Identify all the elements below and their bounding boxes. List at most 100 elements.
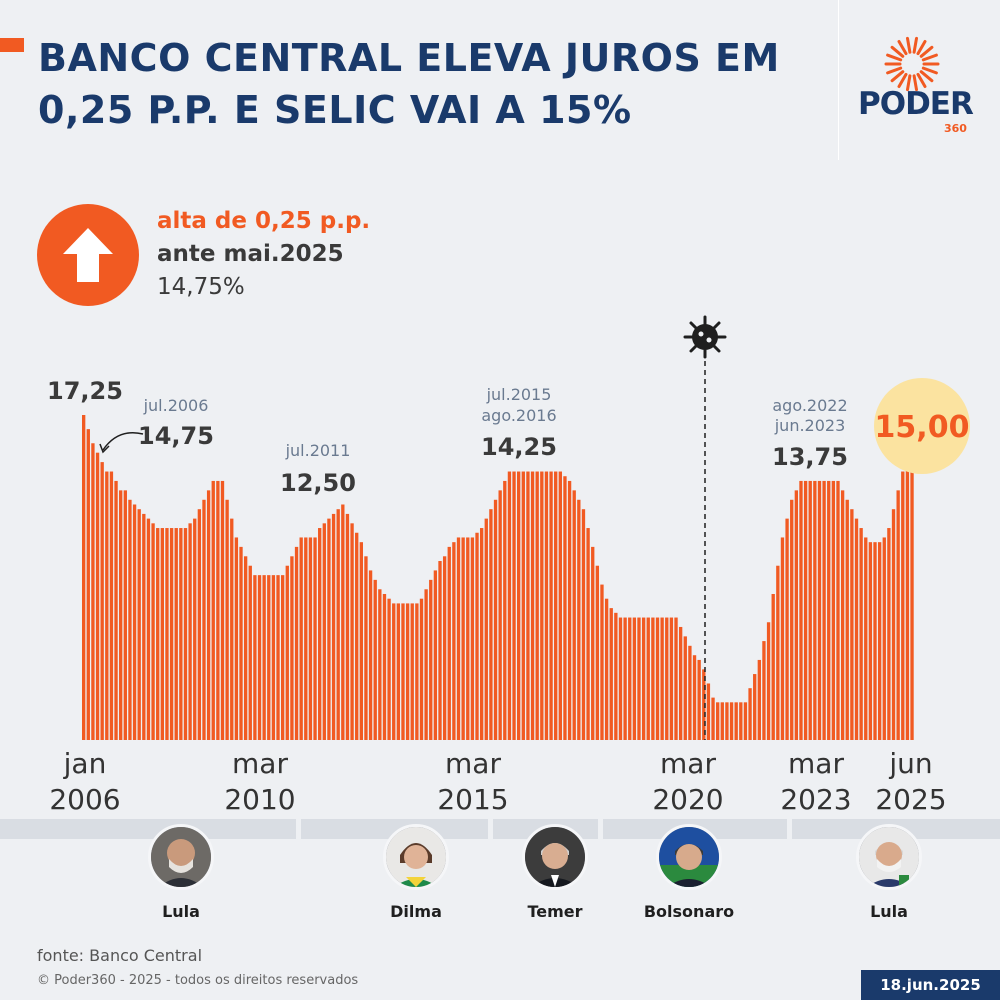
selic-bar (493, 499, 498, 740)
selic-bar (734, 702, 738, 740)
selic-bar (623, 617, 627, 740)
selic-bar (716, 702, 720, 740)
arrow-up-icon (37, 204, 139, 306)
selic-bar (799, 480, 803, 740)
presidency-timeline-band (0, 819, 1000, 839)
selic-bar (211, 480, 215, 740)
selic-bar (790, 499, 794, 740)
selic-bar (193, 518, 197, 740)
current-value-highlight (874, 378, 970, 474)
selic-bar (512, 471, 516, 740)
selic-bar (683, 636, 687, 740)
president-name-temer: Temer (527, 902, 583, 921)
selic-bar (563, 476, 567, 740)
selic-bar (280, 575, 285, 740)
selic-bar (803, 480, 808, 740)
selic-bar (308, 537, 313, 740)
selic-bar (896, 490, 900, 740)
selic-bar (822, 480, 826, 740)
selic-bar (665, 617, 669, 740)
avatar-bolsonaro (656, 824, 722, 890)
selic-bar (572, 490, 576, 740)
selic-bar (336, 509, 340, 740)
selic-bar (188, 523, 192, 740)
selic-bar (290, 556, 294, 740)
selic-bar (868, 542, 873, 740)
selic-bar (660, 617, 664, 740)
publish-date: 18.jun.2025 (861, 970, 1000, 1000)
selic-bar (160, 528, 164, 740)
change-label: alta de 0,25 p.p. (157, 208, 371, 234)
copyright-note: © Poder360 - 2025 - todos os direitos re… (37, 973, 359, 988)
annotation-current-value: 15,00 (875, 410, 970, 445)
selic-bar (137, 509, 141, 740)
reference-label: ante mai.2025 (157, 241, 344, 267)
selic-bar (318, 528, 322, 740)
selic-bar (234, 537, 239, 740)
selic-bar (350, 523, 354, 740)
selic-bar (813, 480, 817, 740)
selic-bar (359, 542, 363, 740)
selic-bar (618, 617, 623, 740)
selic-bar (581, 509, 586, 740)
selic-bar (498, 490, 502, 740)
avatar-lula-2 (856, 824, 922, 890)
selic-bar (396, 603, 401, 740)
selic-bar (304, 537, 308, 740)
x-label-2010: mar 2010 (224, 747, 296, 816)
logo-suffix: 360 (944, 122, 967, 135)
annotation-arrow (102, 432, 144, 451)
annotation-date-2006: jul.2006 (143, 396, 209, 415)
poder-sunburst-icon (884, 36, 940, 92)
selic-bar (419, 598, 424, 740)
header-divider (838, 0, 839, 160)
annotation-date-2016: ago.2016 (481, 406, 556, 425)
selic-bar (313, 537, 317, 740)
logo-name: PODER (858, 86, 974, 122)
selic-bar (202, 499, 206, 740)
virus-icon (683, 315, 727, 359)
selic-bar (637, 617, 641, 740)
selic-bar (489, 509, 493, 740)
selic-bar (753, 674, 757, 740)
selic-bar (128, 499, 132, 740)
selic-bar (905, 462, 910, 740)
selic-bar (271, 575, 276, 740)
selic-bar (544, 471, 549, 740)
selic-bar (206, 490, 211, 740)
selic-bar (614, 612, 618, 740)
selic-bar (262, 575, 266, 740)
selic-bar (424, 589, 428, 740)
selic-bar (910, 457, 914, 740)
selic-bar (521, 471, 525, 740)
selic-bar (100, 462, 104, 740)
selic-bar (146, 518, 151, 740)
avatar-dilma (383, 824, 449, 890)
selic-bar (243, 556, 248, 740)
selic-bar (165, 528, 169, 740)
selic-bar (368, 570, 373, 740)
selic-bar (530, 471, 535, 740)
avatar-lula-1 (148, 824, 214, 890)
selic-bar (882, 537, 886, 740)
selic-bar (179, 528, 183, 740)
selic-bar (345, 513, 350, 740)
selic-bar (433, 570, 438, 740)
selic-bar (322, 523, 326, 740)
selic-bar (197, 509, 202, 740)
annotation-peak-2006: 17,25 (47, 377, 123, 405)
selic-bar (114, 480, 118, 740)
president-name-dilma: Dilma (390, 902, 442, 921)
x-label-2023: mar 2023 (780, 747, 852, 816)
title-accent-bar (0, 38, 24, 52)
selic-bar (688, 645, 692, 740)
selic-bar (82, 415, 86, 740)
selic-bar (646, 617, 650, 740)
selic-bar (225, 499, 229, 740)
selic-bar (151, 523, 155, 740)
selic-bar (442, 556, 447, 740)
selic-bar (484, 518, 488, 740)
selic-bar (285, 565, 289, 740)
selic-bar (702, 669, 706, 740)
